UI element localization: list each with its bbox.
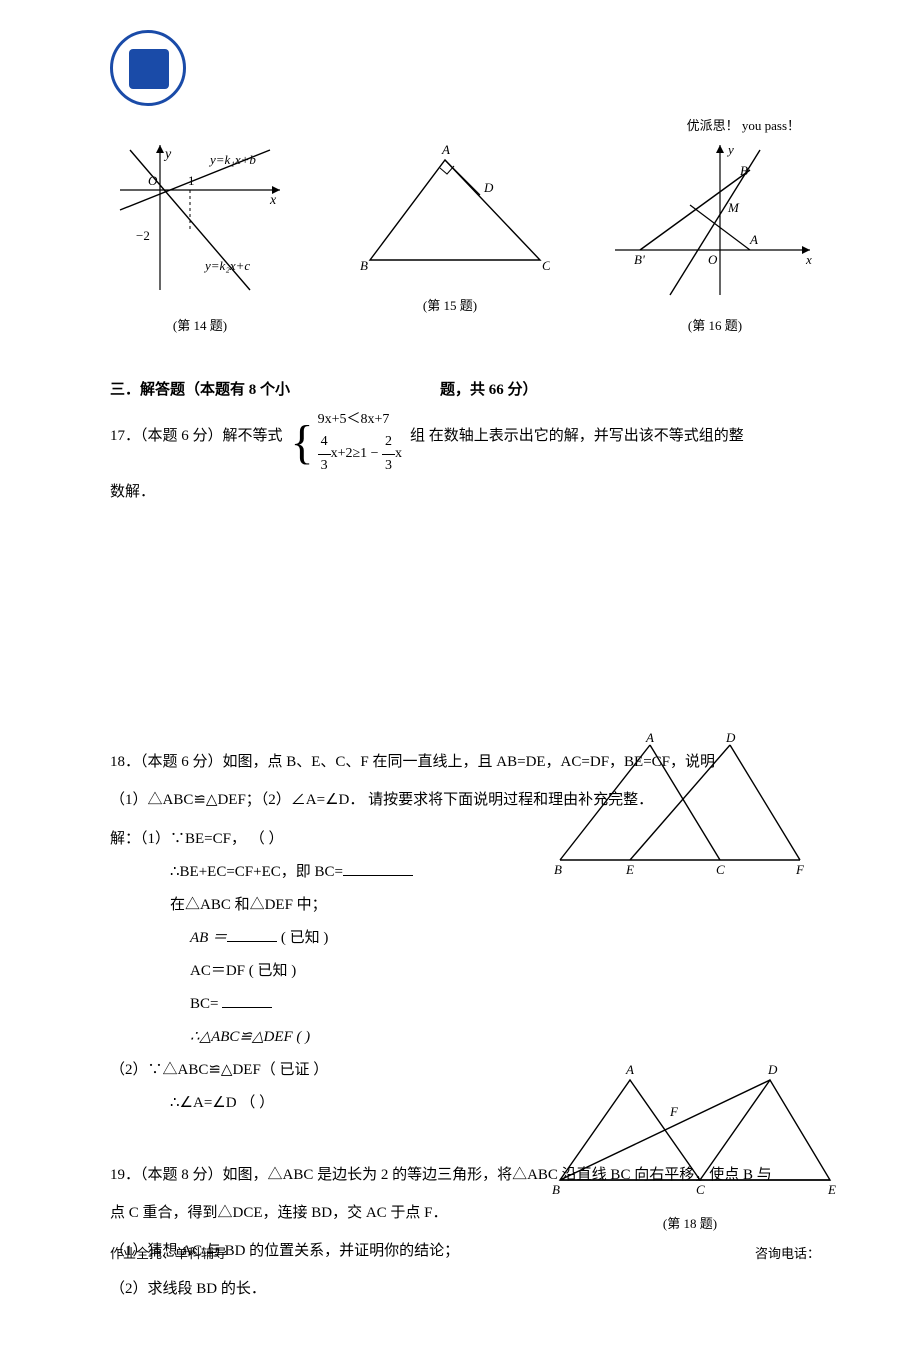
section-3-heading: 三．解答题（本题有 8 个小 <box>110 378 320 399</box>
fig14-x-label: x <box>269 193 277 208</box>
svg-text:B: B <box>554 862 562 877</box>
q17-row: 17．（本题 6 分）解不等式 { 9x+5＜8x+7 43x+2≥1 − 23… <box>110 409 820 477</box>
svg-text:C: C <box>716 862 725 877</box>
fig14-tick-y: −2 <box>136 228 150 243</box>
q18-p3: 在△ABC 和△DEF 中； <box>170 889 820 922</box>
blank-icon <box>343 860 413 876</box>
svg-text:O: O <box>708 252 718 267</box>
svg-text:E: E <box>827 1182 836 1197</box>
fig14-y-label: y <box>163 147 172 162</box>
svg-text:C: C <box>542 258 550 273</box>
figure-19-caption: (第 18 题) <box>540 1213 840 1232</box>
system-lines: 9x+5＜8x+7 43x+2≥1 − 23x <box>318 409 402 477</box>
svg-text:B: B <box>740 163 748 178</box>
header-slogan: 优派思！ you pass！ <box>687 115 800 134</box>
q17-system: { 9x+5＜8x+7 43x+2≥1 − 23x <box>291 409 403 477</box>
figure-15: A B C D (第 15 题) <box>350 140 550 334</box>
svg-text:F: F <box>669 1104 679 1119</box>
section-3-heading-tail: 题，共 66 分） <box>440 378 538 399</box>
svg-text:A: A <box>749 232 758 247</box>
svg-text:M: M <box>727 200 740 215</box>
figure-19-svg: A D B C E F <box>540 1060 840 1200</box>
fig14-tick-x: 1 <box>188 173 195 188</box>
q18-p4: AB ＝ ( 已知 ) <box>190 922 820 955</box>
figure-14: O 1 −2 y x y=k₁x+b y=k₂x+c (第 14 题) <box>110 140 290 334</box>
blank-icon <box>227 926 277 942</box>
brace-icon: { <box>291 419 314 467</box>
svg-text:F: F <box>795 862 805 877</box>
q19-l4: （2）求线段 BD 的长． <box>110 1274 820 1304</box>
figure-16-svg: O x y B M A B' <box>610 140 820 300</box>
frac-2-3: 23 <box>382 431 395 477</box>
logo-circle <box>110 30 186 106</box>
footer-right: 咨询电话： <box>755 1243 820 1262</box>
figure-18: A D B E C F <box>550 730 810 885</box>
svg-text:y: y <box>726 142 734 157</box>
fig14-line2: y=k₂x+c <box>203 258 250 273</box>
q17-sys-line2: 43x+2≥1 − 23x <box>318 431 402 477</box>
figure-19: A D B C E F (第 18 题) <box>540 1060 840 1232</box>
svg-text:A: A <box>645 730 654 745</box>
figure-16: O x y B M A B' (第 16 题) <box>610 140 820 334</box>
q17-prefix: 17．（本题 6 分）解不等式 <box>110 409 283 451</box>
figure-14-caption: (第 14 题) <box>110 315 290 334</box>
problem-17: 17．（本题 6 分）解不等式 { 9x+5＜8x+7 43x+2≥1 − 23… <box>110 409 820 507</box>
svg-text:E: E <box>625 862 634 877</box>
frac-4-3: 43 <box>318 431 331 477</box>
figures-row: O 1 −2 y x y=k₁x+b y=k₂x+c (第 14 题) A B … <box>110 140 820 334</box>
figure-16-caption: (第 16 题) <box>610 315 820 334</box>
figure-18-svg: A D B E C F <box>550 730 810 880</box>
svg-text:A: A <box>625 1062 634 1077</box>
q18-p5: AC＝DF ( 已知 ) <box>190 955 820 988</box>
q18-p6: BC= <box>190 988 820 1021</box>
svg-text:B: B <box>552 1182 560 1197</box>
fig14-line1: y=k₁x+b <box>208 152 256 167</box>
q18-p7: ∴△ABC≌△DEF ( ) <box>190 1021 820 1054</box>
q17-sys-line1: 9x+5＜8x+7 <box>318 409 402 431</box>
svg-text:B: B <box>360 258 368 273</box>
svg-text:D: D <box>767 1062 778 1077</box>
footer: 作业全托、单科辅导 咨询电话： <box>110 1243 820 1262</box>
svg-text:D: D <box>725 730 736 745</box>
figure-14-svg: O 1 −2 y x y=k₁x+b y=k₂x+c <box>110 140 290 300</box>
svg-text:D: D <box>483 180 494 195</box>
svg-text:A: A <box>441 142 450 157</box>
svg-text:x: x <box>805 252 812 267</box>
logo <box>110 30 190 110</box>
section-3-heading-row: 三．解答题（本题有 8 个小 题，共 66 分） <box>110 354 820 409</box>
fig14-origin: O <box>148 173 158 188</box>
spacer-17 <box>110 527 820 747</box>
blank-icon <box>222 992 272 1008</box>
figure-15-svg: A B C D <box>350 140 550 280</box>
q17-suffix: 组 在数轴上表示出它的解，并写出该不等式组的整 <box>410 409 744 451</box>
figure-15-caption: (第 15 题) <box>350 295 550 314</box>
svg-text:B': B' <box>634 252 645 267</box>
footer-left: 作业全托、单科辅导 <box>110 1243 227 1262</box>
logo-inner <box>129 49 169 89</box>
q17-line2: 数解． <box>110 477 820 507</box>
svg-text:C: C <box>696 1182 705 1197</box>
